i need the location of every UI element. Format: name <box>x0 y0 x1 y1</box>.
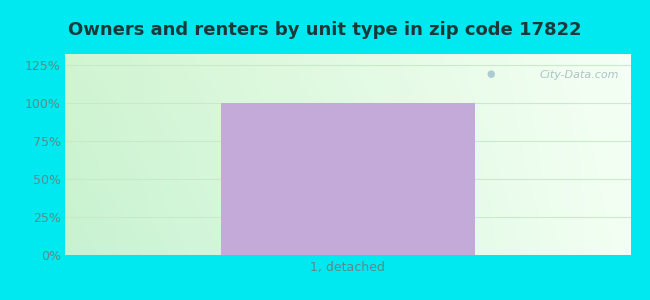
Text: City-Data.com: City-Data.com <box>540 70 619 80</box>
Bar <box>220 103 475 255</box>
Text: Owners and renters by unit type in zip code 17822: Owners and renters by unit type in zip c… <box>68 21 582 39</box>
Text: ●: ● <box>486 69 495 79</box>
